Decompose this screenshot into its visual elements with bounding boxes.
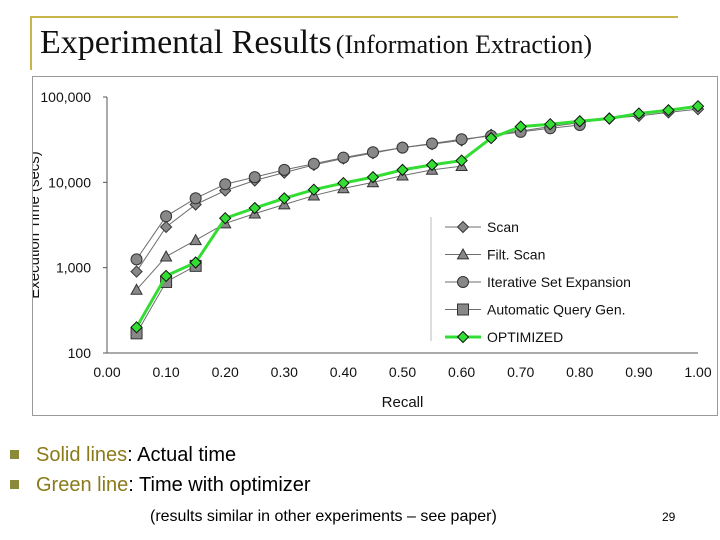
y-tick-label: 100: [68, 345, 92, 361]
data-point: [189, 192, 202, 205]
data-point: [514, 120, 527, 133]
x-tick-label: 0.10: [152, 364, 179, 380]
legend-swatch-marker: [456, 220, 470, 234]
data-point: [130, 283, 143, 295]
legend-label: Filt. Scan: [487, 247, 545, 263]
x-tick-label: 0.80: [566, 364, 593, 380]
x-tick-label: 0.70: [507, 364, 534, 380]
data-point: [248, 201, 261, 215]
bullet-item: Green line: Time with optimizer: [8, 472, 508, 502]
bullet-text: : Time with optimizer: [128, 474, 311, 496]
data-point: [691, 100, 705, 113]
x-tick-label: 0.30: [271, 364, 298, 380]
x-tick-label: 0.20: [212, 364, 239, 380]
data-point: [425, 158, 439, 172]
data-point: [307, 183, 321, 196]
title-rule-top: [30, 16, 678, 18]
data-point: [189, 256, 202, 269]
data-point: [366, 146, 379, 159]
data-point: [632, 107, 646, 120]
data-point: [366, 170, 380, 184]
data-point: [130, 265, 143, 278]
data-point: [159, 269, 173, 283]
data-point: [278, 163, 291, 176]
data-point: [159, 220, 173, 234]
data-point: [455, 133, 468, 146]
title-rule-left: [30, 16, 32, 70]
chart-container: 0.00 0.10 0.20 0.30 0.40 0.50 0.60 0.70 0.80 0.90…: [32, 76, 718, 416]
data-point: [337, 151, 350, 164]
data-point: [278, 192, 291, 205]
data-point: [426, 137, 439, 150]
bullet-highlight: Green line: [36, 474, 129, 496]
data-point: [248, 171, 261, 184]
legend-swatch-marker: [456, 247, 470, 260]
y-tick-label: 1,000: [56, 260, 91, 276]
bullet-item: Solid lines: Actual time: [8, 442, 508, 472]
data-point: [484, 131, 498, 145]
y-tick-label: 100,000: [40, 89, 91, 105]
legend-label: Scan: [487, 219, 519, 235]
data-point: [189, 233, 202, 246]
legend-label: Automatic Query Gen.: [487, 302, 626, 318]
footnote: (results similar in other experiments – …: [150, 508, 497, 525]
slide-title-main: Experimental Results: [40, 24, 332, 61]
bullet-highlight: Solid lines: [36, 444, 128, 466]
bullet-text: : Actual time: [127, 444, 237, 466]
x-tick-label: 0.60: [448, 364, 475, 380]
bullet-square-icon: [10, 480, 19, 489]
data-point: [130, 321, 143, 334]
data-point: [662, 104, 675, 117]
series-filt-scan: [130, 159, 468, 295]
y-axis-label: Execution Time (secs): [33, 151, 43, 299]
bullet-square-icon: [10, 450, 19, 459]
slide-title-sub: (Information Extraction): [335, 30, 593, 59]
legend-label: Iterative Set Expansion: [487, 274, 631, 290]
data-point: [573, 115, 587, 128]
data-point: [544, 117, 557, 131]
data-point: [130, 253, 143, 266]
page-number: 29: [662, 510, 676, 524]
data-point: [396, 141, 409, 154]
data-point: [337, 176, 350, 190]
data-point: [396, 163, 409, 177]
legend-swatch-marker: [456, 330, 470, 344]
legend-box: [431, 213, 701, 345]
data-point: [307, 157, 320, 170]
legend-label: OPTIMIZED: [487, 329, 563, 345]
legend-swatch-marker: [457, 303, 469, 316]
data-point: [160, 210, 173, 223]
data-point: [455, 154, 468, 167]
x-tick-label: 1.00: [684, 364, 711, 380]
execution-time-chart: 0.00 0.10 0.20 0.30 0.40 0.50 0.60 0.70 0.80 0.90…: [33, 89, 712, 411]
x-axis-label: Recall: [382, 394, 424, 411]
slide-title: Experimental Results (Information Extrac…: [40, 24, 700, 72]
x-tick-label: 0.50: [389, 364, 416, 380]
x-tick-label: 0.00: [93, 364, 120, 380]
y-tick-label: 10,000: [48, 174, 91, 190]
x-tick-label: 0.40: [330, 364, 357, 380]
bullet-list: Solid lines: Actual time Green line: Tim…: [8, 442, 508, 502]
data-point: [159, 250, 173, 262]
data-point: [603, 112, 616, 125]
data-point: [218, 211, 232, 225]
legend-swatch-marker: [457, 276, 469, 288]
series-optimized: [130, 100, 705, 334]
data-point: [219, 178, 232, 191]
x-tick-label: 0.90: [625, 364, 652, 380]
